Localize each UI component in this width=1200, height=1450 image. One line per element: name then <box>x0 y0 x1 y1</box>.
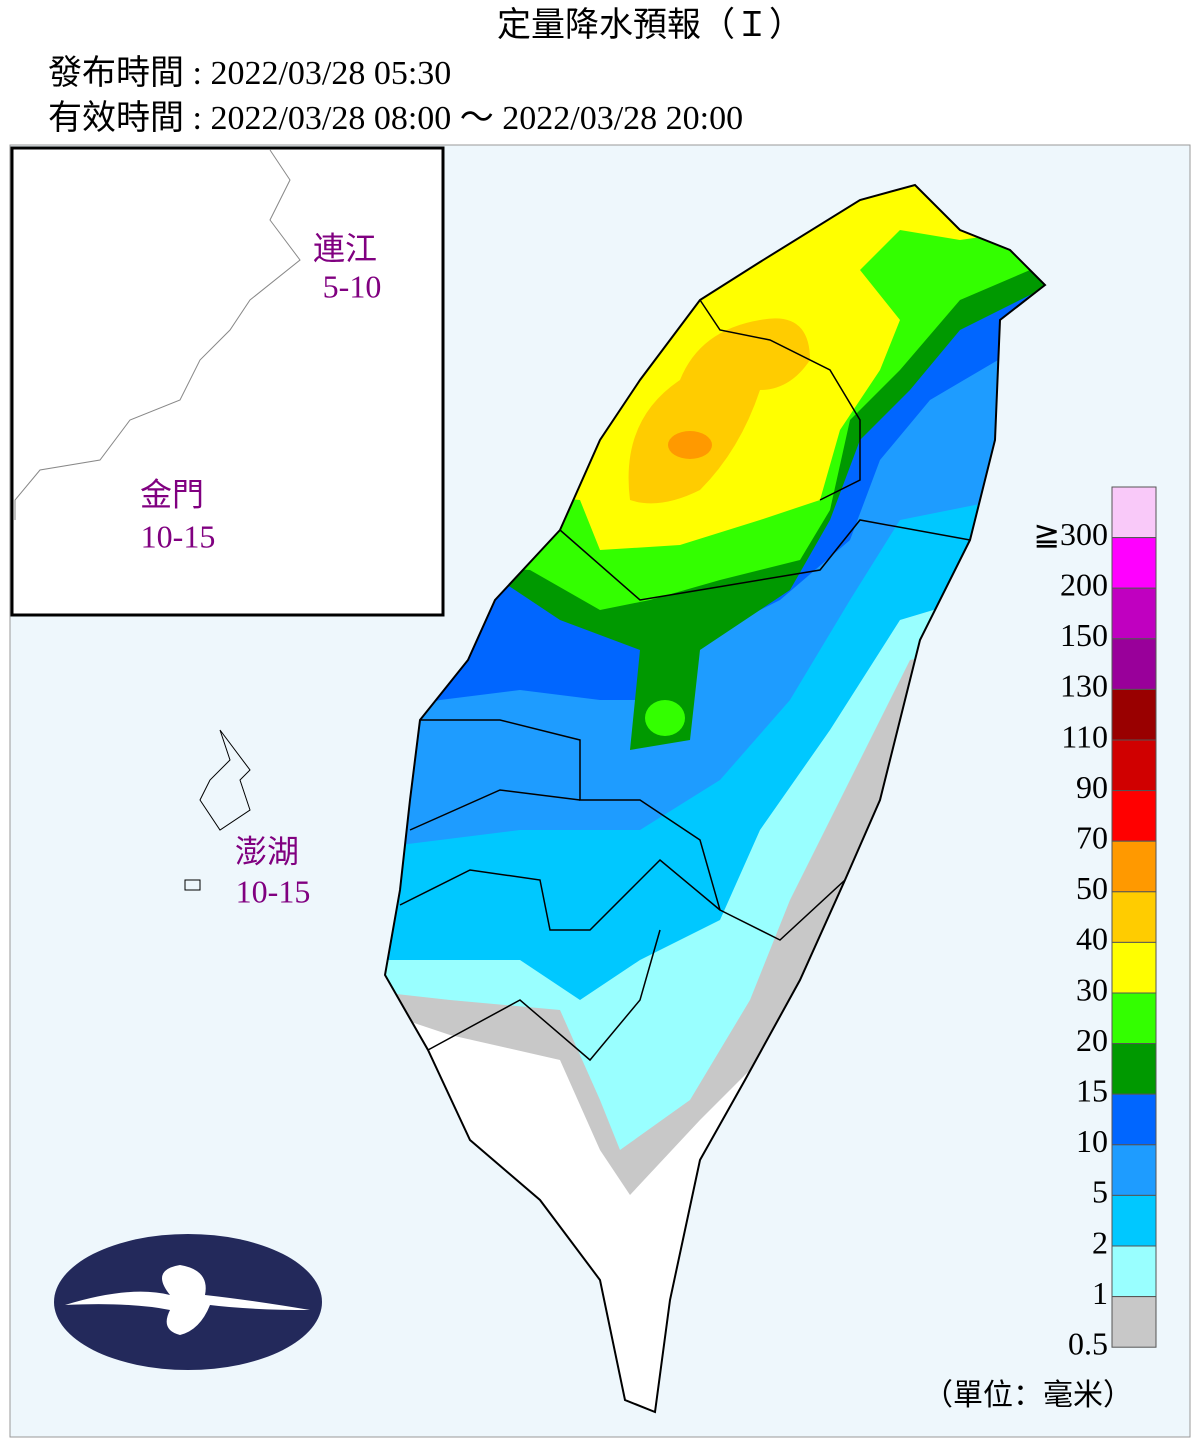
legend-label: 150 <box>1060 617 1108 653</box>
county-borders <box>399 299 971 1062</box>
issued-time: 發布時間 : 2022/03/28 05:30 <box>48 54 451 92</box>
cwb-logo <box>54 1234 322 1370</box>
legend-label: 90 <box>1076 769 1108 805</box>
legend-label: 1 <box>1092 1275 1108 1311</box>
legend-swatch <box>1111 587 1157 640</box>
legend-label: 0.5 <box>1068 1326 1108 1362</box>
legend-label: 30 <box>1076 971 1108 1007</box>
legend-label: 5 <box>1092 1174 1108 1210</box>
island-range: 10-15 <box>141 518 216 554</box>
legend-swatch <box>1111 1194 1157 1247</box>
island-name: 連江 <box>313 230 377 266</box>
legend-swatch <box>1111 537 1157 589</box>
legend-swatch <box>1111 1043 1157 1095</box>
legend-swatch <box>1111 1093 1157 1146</box>
legend-swatch <box>1111 638 1157 690</box>
legend-label: 20 <box>1076 1022 1108 1058</box>
legend-label: 200 <box>1060 567 1108 603</box>
legend-label: 130 <box>1060 668 1108 704</box>
title: 定量降水預報（Ｉ） <box>497 6 803 44</box>
island-name: 金門 <box>140 476 204 512</box>
legend-label: 10 <box>1076 1123 1108 1159</box>
legend-swatch <box>1111 891 1157 943</box>
legend-label: 70 <box>1076 820 1108 856</box>
legend-swatch <box>1111 790 1157 842</box>
legend-label: 15 <box>1076 1073 1108 1109</box>
inset-box <box>10 146 445 617</box>
island-range: 10-15 <box>236 873 311 909</box>
legend-swatch <box>1111 486 1157 539</box>
legend-label: 2 <box>1092 1224 1108 1260</box>
legend-label: 40 <box>1076 921 1108 957</box>
legend-swatch <box>1111 992 1157 1045</box>
legend-swatch <box>1111 1296 1157 1348</box>
legend-swatch <box>1111 1144 1157 1196</box>
legend-swatch <box>1111 688 1157 741</box>
valid-time: 有效時間 : 2022/03/28 08:00 ～ 2022/03/28 20:… <box>48 99 743 137</box>
legend-label: 50 <box>1076 870 1108 906</box>
legend-swatch <box>1111 1245 1157 1298</box>
legend-label: 110 <box>1061 718 1108 754</box>
legend-label: ≧300 <box>1033 516 1108 552</box>
penghu-outline <box>184 729 251 891</box>
legend-swatch <box>1111 941 1157 994</box>
unit: （單位：毫米） <box>923 1379 1133 1412</box>
inset-coast <box>14 149 301 520</box>
island-range: 5-10 <box>323 268 382 304</box>
legend-swatch <box>1111 739 1157 792</box>
legend-swatch <box>1111 840 1157 893</box>
island-name: 澎湖 <box>235 833 299 869</box>
legend: ≧300 200 150 130 110 90 70 50 40 30 20 15 10 5 2 1 0.5 <box>1033 486 1157 1362</box>
